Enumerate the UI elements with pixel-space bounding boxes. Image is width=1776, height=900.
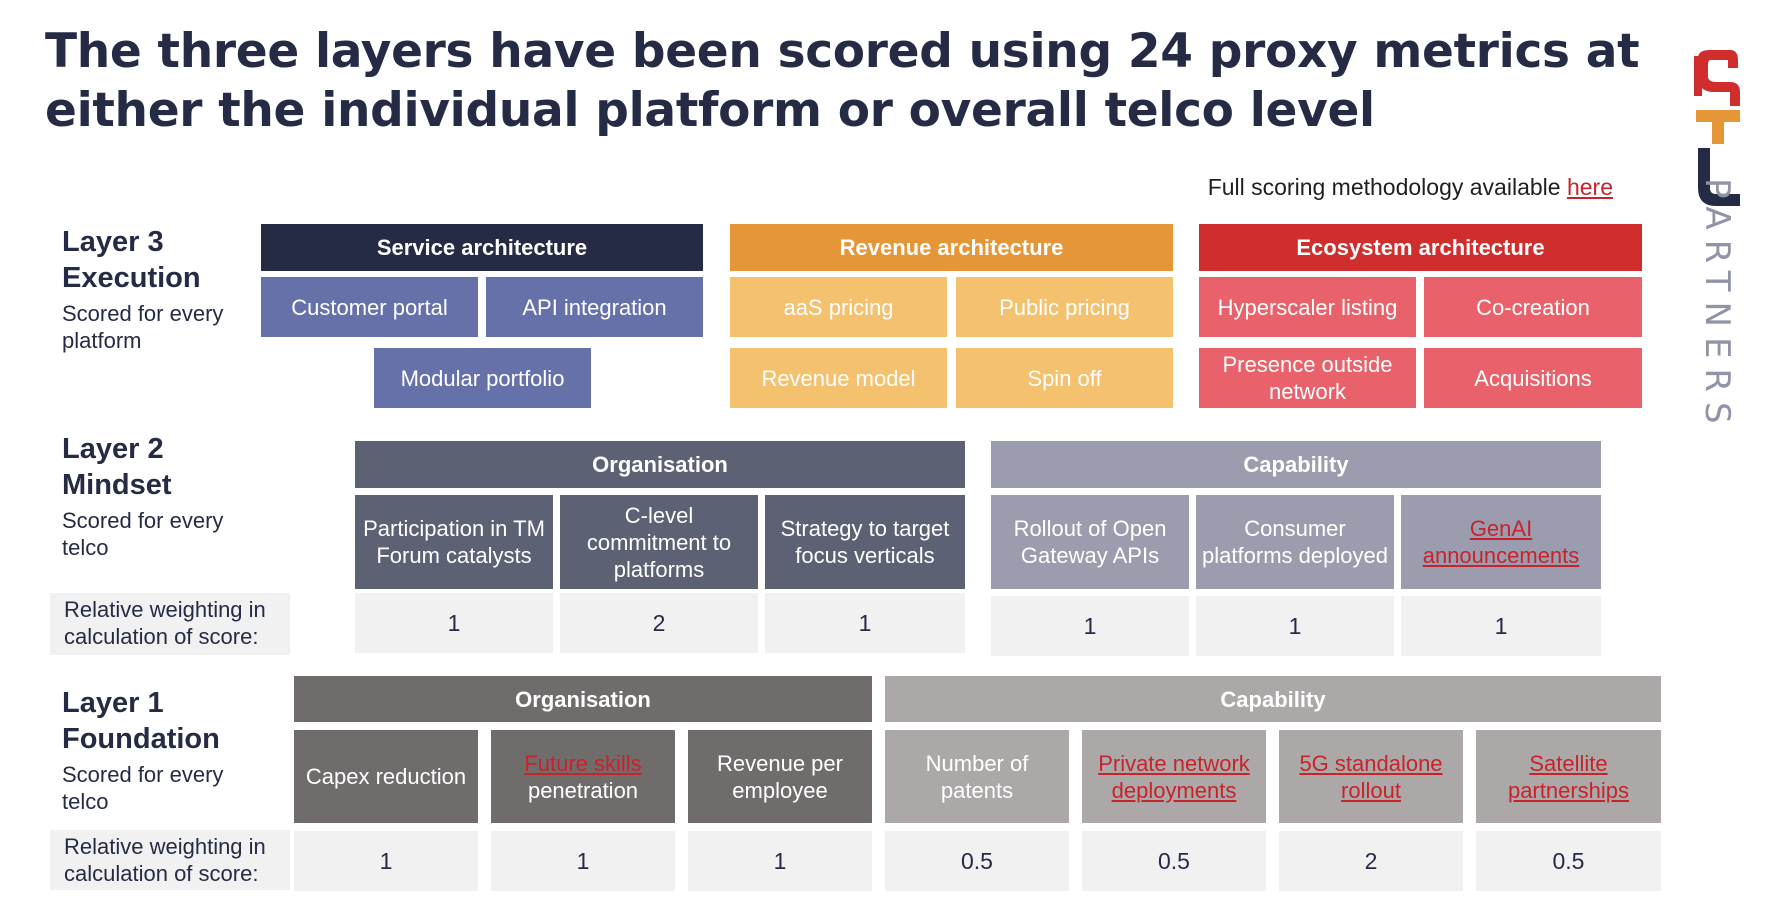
service-architecture-header: Service architecture xyxy=(261,224,703,271)
l2-capability-header: Capability xyxy=(991,441,1601,488)
l1-capability-header: Capability xyxy=(885,676,1661,722)
layer3-sub: Scored for every platform xyxy=(62,301,224,353)
l1-weight: 2 xyxy=(1279,831,1463,891)
metric-strategy-verticals: Strategy to target focus verticals xyxy=(765,495,965,589)
l2-weight: 1 xyxy=(355,593,553,653)
private-network-link[interactable]: Private network deployments xyxy=(1098,750,1250,803)
metric-revenue-per-employee: Revenue per employee xyxy=(688,730,872,823)
l2-organisation-header: Organisation xyxy=(355,441,965,488)
page-title: The three layers have been scored using … xyxy=(45,24,1640,138)
metric-spin-off: Spin off xyxy=(956,348,1173,408)
metric-c-level-commitment: C-level commitment to platforms xyxy=(560,495,758,589)
layer3-label: Layer 3 Execution Scored for every platf… xyxy=(62,224,242,354)
metric-public-pricing: Public pricing xyxy=(956,277,1173,337)
l2-weight: 2 xyxy=(560,593,758,653)
satellite-link[interactable]: Satellite partnerships xyxy=(1507,750,1630,803)
l2-weight: 1 xyxy=(1401,596,1601,656)
5g-standalone-link[interactable]: 5G standalone rollout xyxy=(1299,750,1443,803)
metric-consumer-platforms: Consumer platforms deployed xyxy=(1196,495,1394,589)
genai-link[interactable]: GenAI announcements xyxy=(1422,516,1580,568)
metric-private-network: Private network deployments xyxy=(1082,730,1266,823)
l2-weighting-label: Relative weighting in calculation of sco… xyxy=(50,593,290,655)
metric-modular-portfolio: Modular portfolio xyxy=(374,348,591,408)
l1-weight: 1 xyxy=(491,831,675,891)
metric-genai-announcements: GenAI announcements xyxy=(1401,495,1601,589)
layer3-name: Layer 3 xyxy=(62,226,164,258)
layer1-title: Foundation xyxy=(62,723,220,755)
revenue-architecture-header: Revenue architecture xyxy=(730,224,1173,271)
ecosystem-architecture-header: Ecosystem architecture xyxy=(1199,224,1642,271)
partners-wordmark: PARTNERS xyxy=(1697,178,1737,434)
l1-weighting-label: Relative weighting in calculation of sco… xyxy=(50,830,290,890)
layer1-name: Layer 1 xyxy=(62,687,164,719)
methodology-link[interactable]: here xyxy=(1566,174,1613,200)
metric-capex-reduction: Capex reduction xyxy=(294,730,478,823)
methodology-note: Full scoring methodology available here xyxy=(1208,174,1613,201)
metric-future-skills: Future skills penetration xyxy=(491,730,675,823)
metric-tm-forum-catalysts: Participation in TM Forum catalysts xyxy=(355,495,553,589)
layer2-name: Layer 2 xyxy=(62,433,164,465)
layer1-sub: Scored for every telco xyxy=(62,762,224,814)
l1-weight: 1 xyxy=(294,831,478,891)
metric-presence-outside-network: Presence outside network xyxy=(1199,348,1416,408)
l1-weight: 1 xyxy=(688,831,872,891)
metric-co-creation: Co-creation xyxy=(1424,277,1642,337)
future-skills-rest: penetration xyxy=(527,777,639,803)
layer3-title: Execution xyxy=(62,262,201,294)
methodology-text: Full scoring methodology available xyxy=(1207,174,1567,200)
l2-weight: 1 xyxy=(765,593,965,653)
metric-satellite-partnerships: Satellite partnerships xyxy=(1476,730,1661,823)
metric-aas-pricing: aaS pricing xyxy=(730,277,947,337)
l1-weight: 0.5 xyxy=(885,831,1069,891)
metric-open-gateway-apis: Rollout of Open Gateway APIs xyxy=(991,495,1189,589)
stl-logo-icon xyxy=(1694,50,1740,206)
metric-api-integration: API integration xyxy=(486,277,703,337)
metric-5g-standalone: 5G standalone rollout xyxy=(1279,730,1463,823)
layer2-label: Layer 2 Mindset Scored for every telco xyxy=(62,431,242,561)
metric-customer-portal: Customer portal xyxy=(261,277,478,337)
metric-acquisitions: Acquisitions xyxy=(1424,348,1642,408)
l2-weight: 1 xyxy=(1196,596,1394,656)
metric-revenue-model: Revenue model xyxy=(730,348,947,408)
metric-number-of-patents: Number of patents xyxy=(885,730,1069,823)
layer1-label: Layer 1 Foundation Scored for every telc… xyxy=(62,685,242,815)
metric-hyperscaler-listing: Hyperscaler listing xyxy=(1199,277,1416,337)
layer2-title: Mindset xyxy=(62,469,172,501)
layer2-sub: Scored for every telco xyxy=(62,508,224,560)
l1-weight: 0.5 xyxy=(1476,831,1661,891)
l1-organisation-header: Organisation xyxy=(294,676,872,722)
future-skills-link[interactable]: Future skills xyxy=(524,750,642,776)
l2-weight: 1 xyxy=(991,596,1189,656)
l1-weight: 0.5 xyxy=(1082,831,1266,891)
